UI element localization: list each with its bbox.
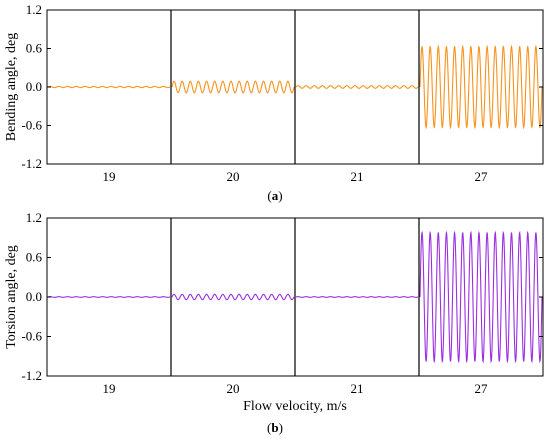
y-tick-label: 1.2 xyxy=(26,210,42,225)
panel-a-bending: 1.2 0.6 0.0 -0.6 -1.2 19 20 21 27 Bending angle, … xyxy=(4,2,544,203)
series-line-segment-27 xyxy=(419,44,543,130)
x-tick-label: 21 xyxy=(351,169,364,184)
x-tick-label: 21 xyxy=(351,381,364,396)
y-tick-label: 0.0 xyxy=(26,79,42,94)
series-line-segment-27 xyxy=(419,230,543,364)
x-tick-label: 19 xyxy=(103,169,116,184)
x-tick-label: 19 xyxy=(103,381,116,396)
series-line-segment-20 xyxy=(171,293,295,301)
y-tick-label: -0.6 xyxy=(21,329,42,344)
series-line-segment-19 xyxy=(47,296,171,298)
x-tick-label: 20 xyxy=(227,381,240,396)
panel-label: (b) xyxy=(267,420,283,435)
panel-b-torsion: 1.2 0.6 0.0 -0.6 -1.2 19 20 21 27 Torsion angle, … xyxy=(4,210,544,435)
y-tick-label: 0.0 xyxy=(26,289,42,304)
x-tick-label: 27 xyxy=(475,381,489,396)
y-tick-label: -1.2 xyxy=(21,156,42,171)
series-line-segment-21 xyxy=(295,296,419,298)
x-tick-label: 27 xyxy=(475,169,489,184)
series-line-segment-19 xyxy=(47,85,171,89)
y-axis-title: Bending angle, deg xyxy=(4,33,19,141)
x-tick-label: 20 xyxy=(227,169,240,184)
y-tick-label: 0.6 xyxy=(26,41,43,56)
panel-label: (a) xyxy=(267,188,282,203)
y-tick-label: 0.6 xyxy=(26,250,43,265)
series-line-segment-21 xyxy=(295,85,419,89)
y-tick-label: -1.2 xyxy=(21,368,42,383)
y-axis-title: Torsion angle, deg xyxy=(4,245,19,349)
y-tick-label: -0.6 xyxy=(21,118,42,133)
y-tick-label: 1.2 xyxy=(26,2,42,17)
series-line-segment-20 xyxy=(171,80,295,94)
x-axis-title: Flow velocity, m/s xyxy=(243,399,347,414)
